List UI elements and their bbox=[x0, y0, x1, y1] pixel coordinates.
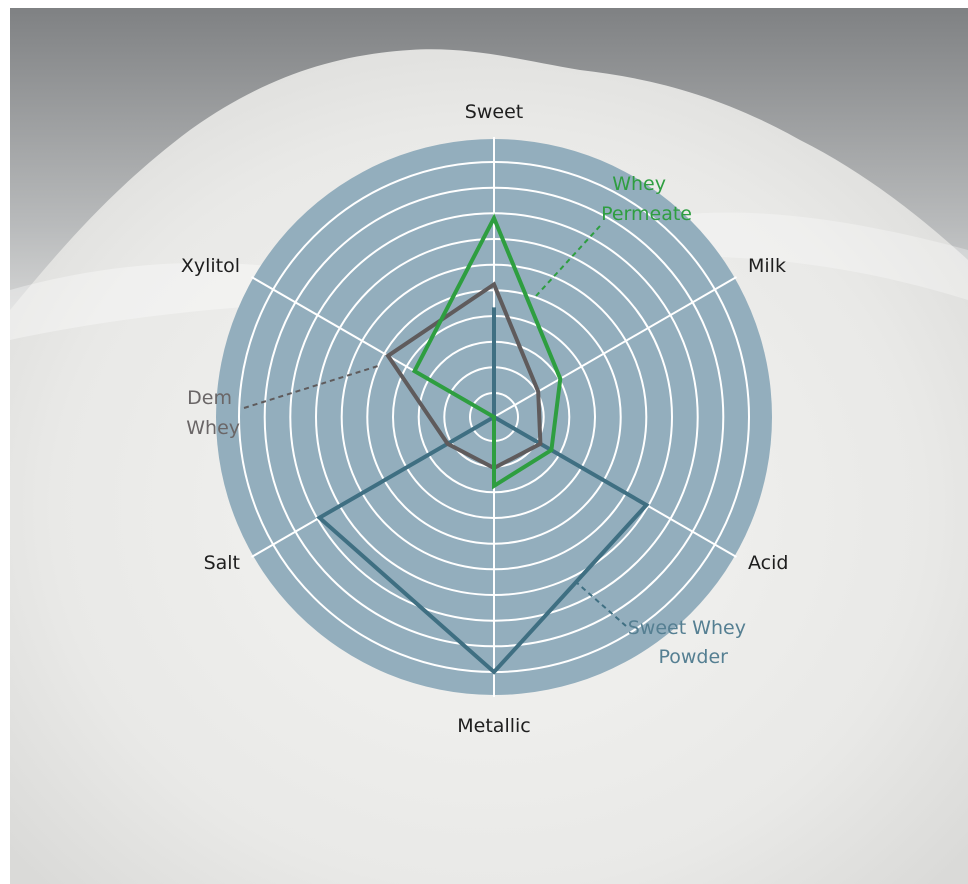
axis-label-sweet: Sweet bbox=[465, 101, 523, 123]
radar-series bbox=[316, 213, 650, 675]
series-label-sweet-whey-powder: Sweet Whey Powder bbox=[628, 617, 752, 668]
axis-label-xylitol: Xylitol bbox=[181, 255, 240, 277]
series-label-whey-permeate-line-1: Whey bbox=[612, 173, 666, 195]
series-label-whey-permeate: Whey Permeate bbox=[601, 173, 692, 225]
series-label-sweet-whey-powder-line-2: Powder bbox=[658, 646, 728, 668]
dem-whey-leader bbox=[243, 365, 379, 409]
series-line-whey-permeate bbox=[411, 213, 563, 490]
series-label-dem-whey-line-1: Dem bbox=[187, 387, 232, 409]
axis-label-milk: Milk bbox=[748, 255, 786, 277]
axis-label-metallic: Metallic bbox=[457, 715, 530, 737]
axis-label-salt: Salt bbox=[204, 552, 240, 574]
sweet-whey-powder-leader bbox=[575, 581, 627, 627]
axis-label-acid: Acid bbox=[748, 552, 788, 574]
axis-spoke-milk bbox=[493, 276, 737, 418]
whey-permeate-leader bbox=[535, 225, 601, 297]
series-label-dem-whey: Dem Whey bbox=[186, 387, 240, 439]
series-label-dem-whey-line-2: Whey bbox=[186, 417, 240, 439]
series-label-sweet-whey-powder-line-1: Sweet Whey bbox=[628, 617, 746, 639]
series-label-whey-permeate-line-2: Permeate bbox=[601, 203, 692, 225]
